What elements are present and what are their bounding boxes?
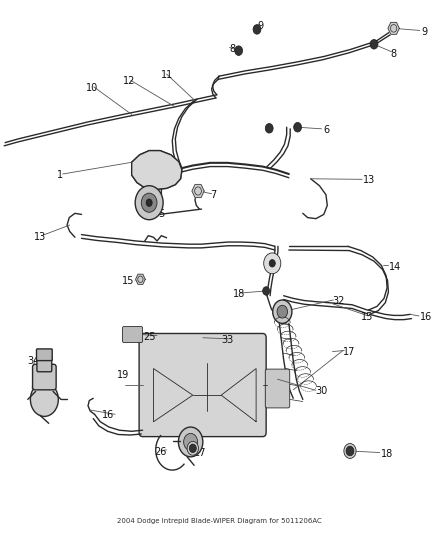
FancyBboxPatch shape xyxy=(36,349,52,361)
Text: 18: 18 xyxy=(381,449,393,458)
Text: 15: 15 xyxy=(121,277,134,286)
Text: 26: 26 xyxy=(154,447,166,456)
FancyBboxPatch shape xyxy=(32,365,56,390)
Circle shape xyxy=(268,259,276,268)
Circle shape xyxy=(178,427,203,457)
Text: 30: 30 xyxy=(315,386,327,397)
FancyBboxPatch shape xyxy=(37,356,52,372)
Circle shape xyxy=(184,433,198,450)
Polygon shape xyxy=(136,274,145,284)
Text: 32: 32 xyxy=(332,296,345,306)
Circle shape xyxy=(265,124,273,133)
Text: 5: 5 xyxy=(158,209,164,220)
FancyBboxPatch shape xyxy=(265,369,290,408)
Text: 31: 31 xyxy=(265,263,278,272)
Text: 27: 27 xyxy=(193,448,205,457)
Circle shape xyxy=(194,187,201,195)
Polygon shape xyxy=(192,184,204,197)
Text: 17: 17 xyxy=(343,346,356,357)
Polygon shape xyxy=(388,22,399,34)
Text: 34: 34 xyxy=(27,356,39,366)
Text: 25: 25 xyxy=(143,332,155,342)
Text: 19: 19 xyxy=(117,370,130,381)
Circle shape xyxy=(187,441,198,455)
Circle shape xyxy=(273,300,292,324)
Text: 8: 8 xyxy=(391,49,397,59)
Circle shape xyxy=(253,25,261,34)
Circle shape xyxy=(194,186,202,196)
Circle shape xyxy=(263,287,270,295)
Text: 15: 15 xyxy=(361,312,374,322)
Polygon shape xyxy=(132,151,182,189)
Text: 18: 18 xyxy=(233,289,245,299)
Circle shape xyxy=(277,305,288,318)
Circle shape xyxy=(138,276,143,282)
Circle shape xyxy=(141,193,157,212)
Text: 9: 9 xyxy=(421,27,427,37)
Text: 1: 1 xyxy=(57,170,63,180)
Text: 33: 33 xyxy=(222,335,234,345)
Text: 13: 13 xyxy=(34,232,46,242)
Text: 6: 6 xyxy=(324,125,330,135)
Circle shape xyxy=(293,123,301,132)
Circle shape xyxy=(344,443,356,458)
Text: 11: 11 xyxy=(160,70,173,80)
Text: 8: 8 xyxy=(229,44,235,53)
Text: 12: 12 xyxy=(124,77,136,86)
Circle shape xyxy=(391,25,397,32)
Circle shape xyxy=(264,253,281,274)
Circle shape xyxy=(30,382,58,416)
Circle shape xyxy=(189,444,196,453)
Circle shape xyxy=(235,46,243,55)
Text: 16: 16 xyxy=(102,410,114,421)
Circle shape xyxy=(269,260,276,267)
Text: 13: 13 xyxy=(363,175,375,185)
Text: 16: 16 xyxy=(420,312,432,322)
Text: 10: 10 xyxy=(86,83,99,93)
Circle shape xyxy=(370,39,378,49)
Text: 2004 Dodge Intrepid Blade-WIPER Diagram for 5011206AC: 2004 Dodge Intrepid Blade-WIPER Diagram … xyxy=(117,518,321,524)
FancyBboxPatch shape xyxy=(139,334,266,437)
Circle shape xyxy=(346,446,354,456)
Text: 14: 14 xyxy=(389,262,402,271)
Circle shape xyxy=(135,185,163,220)
Text: 7: 7 xyxy=(210,190,216,200)
Circle shape xyxy=(146,199,152,206)
Text: 9: 9 xyxy=(258,21,264,31)
FancyBboxPatch shape xyxy=(123,327,143,343)
